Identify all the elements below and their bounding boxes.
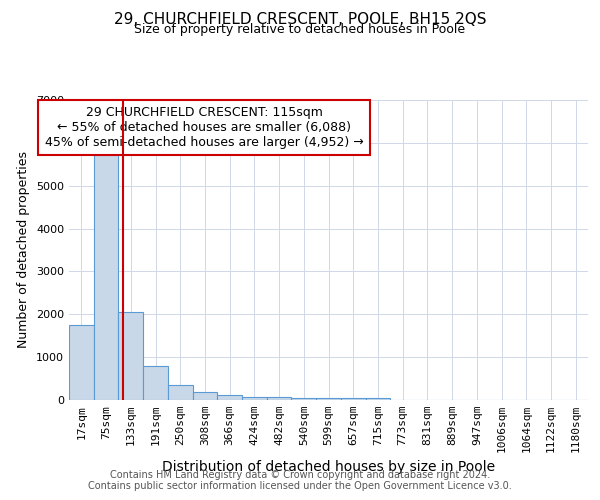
Text: Contains public sector information licensed under the Open Government Licence v3: Contains public sector information licen… <box>88 481 512 491</box>
Bar <box>118 312 143 400</box>
Bar <box>365 398 390 400</box>
Bar <box>316 398 341 400</box>
Bar <box>341 398 365 400</box>
Bar <box>292 398 316 400</box>
Bar <box>217 396 242 400</box>
Bar <box>242 396 267 400</box>
Bar <box>143 366 168 400</box>
Y-axis label: Number of detached properties: Number of detached properties <box>17 152 31 348</box>
Text: Contains HM Land Registry data © Crown copyright and database right 2024.: Contains HM Land Registry data © Crown c… <box>110 470 490 480</box>
Text: 29 CHURCHFIELD CRESCENT: 115sqm
← 55% of detached houses are smaller (6,088)
45%: 29 CHURCHFIELD CRESCENT: 115sqm ← 55% of… <box>44 106 364 149</box>
Bar <box>267 398 292 400</box>
Text: 29, CHURCHFIELD CRESCENT, POOLE, BH15 2QS: 29, CHURCHFIELD CRESCENT, POOLE, BH15 2Q… <box>114 12 486 28</box>
Bar <box>168 386 193 400</box>
Bar <box>69 325 94 400</box>
Text: Size of property relative to detached houses in Poole: Size of property relative to detached ho… <box>134 22 466 36</box>
Bar <box>94 150 118 400</box>
Bar <box>193 392 217 400</box>
X-axis label: Distribution of detached houses by size in Poole: Distribution of detached houses by size … <box>162 460 495 474</box>
